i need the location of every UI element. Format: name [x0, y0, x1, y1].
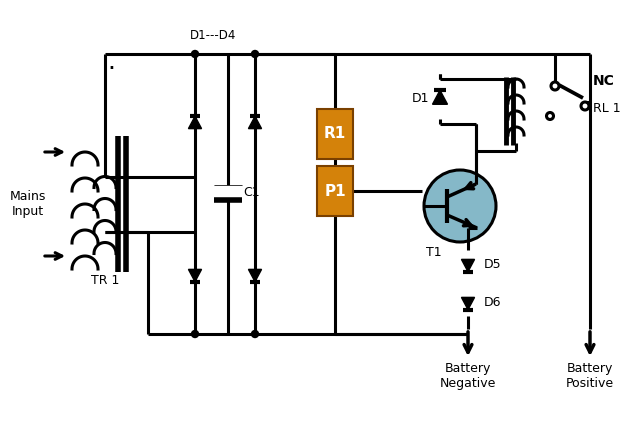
Text: T1: T1 [426, 246, 442, 259]
Polygon shape [433, 90, 447, 104]
Circle shape [547, 112, 554, 120]
Bar [317, 166, 353, 216]
Text: C1: C1 [243, 186, 260, 198]
Polygon shape [461, 297, 474, 310]
Circle shape [424, 170, 496, 242]
Text: TR 1: TR 1 [91, 274, 119, 287]
Circle shape [581, 102, 589, 110]
Text: D6: D6 [484, 296, 502, 309]
Text: Mains
Input: Mains Input [10, 190, 46, 218]
Bar [214, 186, 242, 192]
Polygon shape [248, 269, 262, 282]
Text: Battery
Positive: Battery Positive [566, 362, 614, 390]
Text: NC: NC [593, 74, 615, 88]
Circle shape [252, 50, 259, 58]
Text: R1: R1 [324, 126, 346, 142]
Bar [317, 109, 353, 159]
Polygon shape [461, 259, 474, 272]
Polygon shape [248, 116, 262, 128]
Text: P1: P1 [324, 184, 346, 198]
Circle shape [551, 82, 559, 90]
Circle shape [191, 330, 198, 338]
Text: RL 1: RL 1 [593, 101, 621, 114]
Text: D1---D4: D1---D4 [190, 29, 236, 42]
Circle shape [252, 330, 259, 338]
Text: ·: · [107, 57, 115, 81]
Circle shape [191, 50, 198, 58]
Text: Battery
Negative: Battery Negative [440, 362, 496, 390]
Polygon shape [188, 269, 202, 282]
Polygon shape [188, 116, 202, 128]
Text: D1: D1 [412, 92, 429, 106]
Text: D5: D5 [484, 257, 502, 271]
